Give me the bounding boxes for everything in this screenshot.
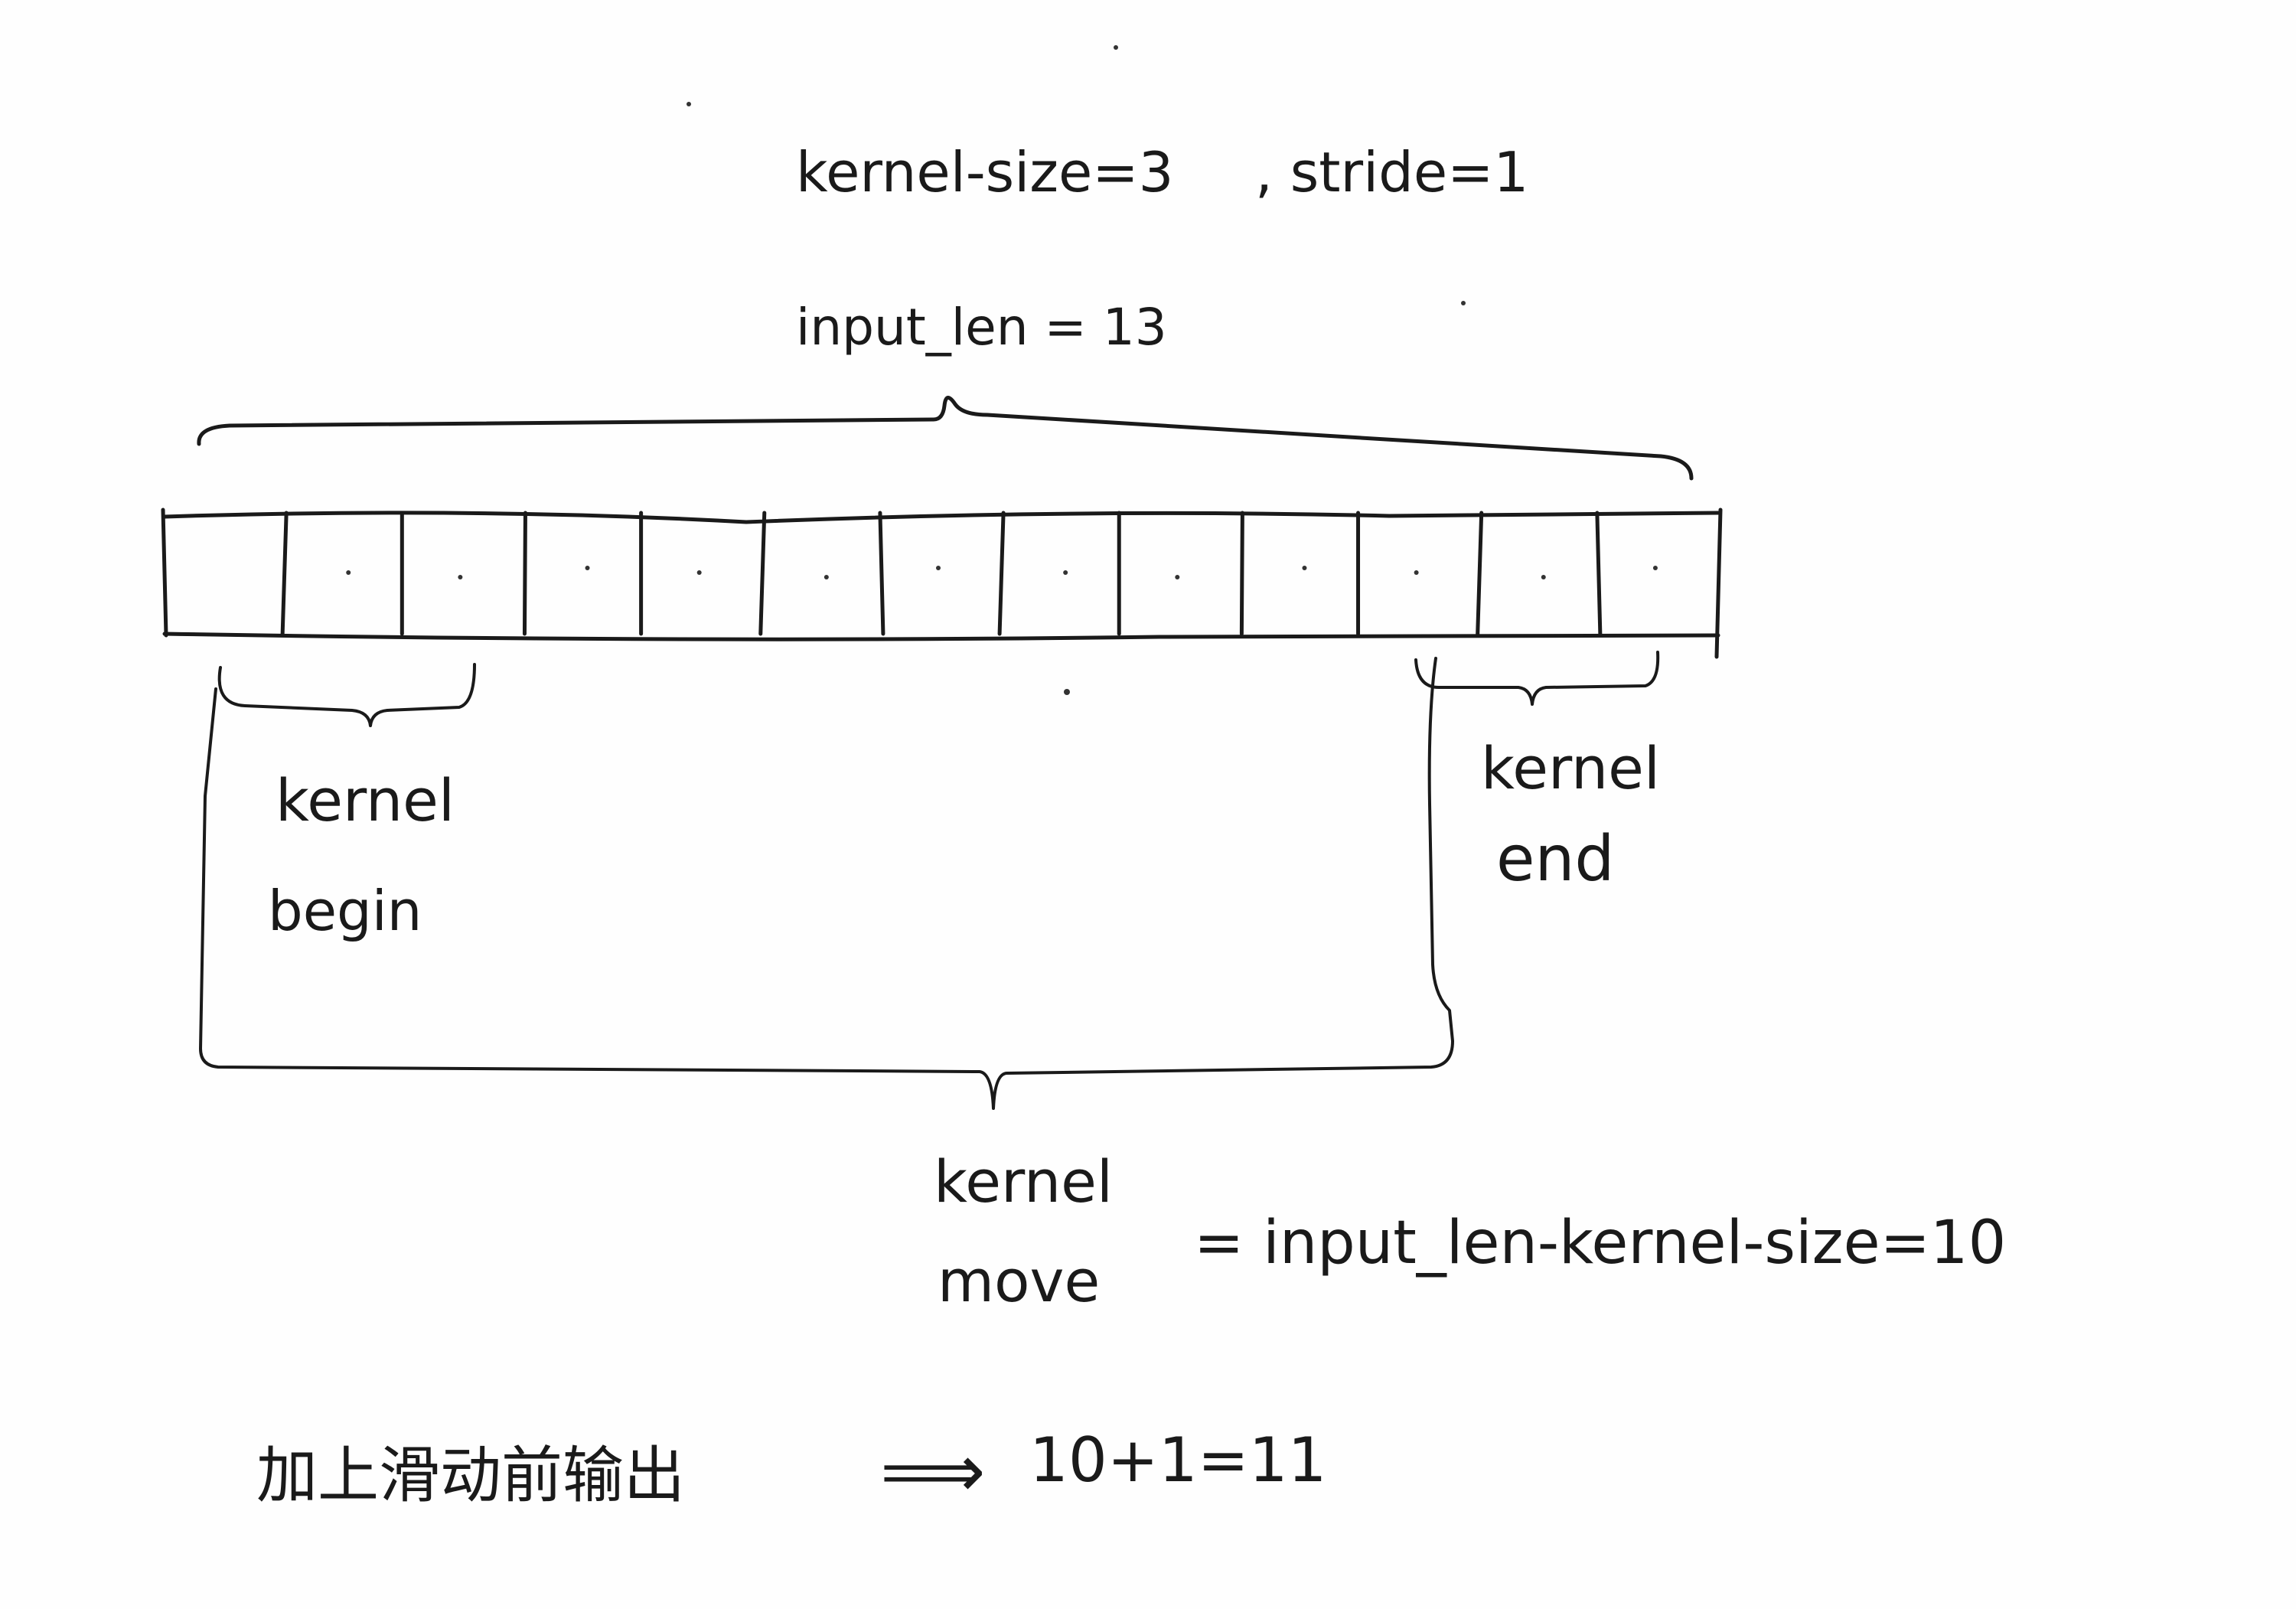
input-cell-divider <box>1239 511 1244 636</box>
kernel-begin-line2: begin <box>268 879 422 943</box>
input-cell-speck <box>1541 575 1546 579</box>
result-chinese-text: 加上滑动前输出 <box>256 1440 685 1511</box>
stride-label: , stride=1 <box>1255 140 1528 204</box>
input-strip-top-edge <box>162 511 1720 524</box>
input-cell-speck <box>1414 570 1419 575</box>
kernel-end-line1: kernel <box>1481 734 1660 802</box>
kernel-end-line2: end <box>1496 823 1614 896</box>
input-cell <box>886 519 996 628</box>
input-strip-bottom-edge <box>162 632 1720 641</box>
input-cell <box>289 519 399 628</box>
input-cell <box>169 519 279 628</box>
input-cell <box>1484 519 1594 628</box>
input-cell-divider <box>1595 511 1603 636</box>
input-cell-divider <box>161 508 168 638</box>
input-cell-divider <box>1714 508 1723 659</box>
input-cell-divider <box>997 511 1006 636</box>
kernel-move-line2: move <box>938 1247 1100 1315</box>
scan-speck <box>1461 301 1466 305</box>
result-equation: 10+1=11 <box>1029 1425 1327 1496</box>
input-cell <box>1006 519 1116 628</box>
input-cell-speck <box>1652 566 1658 570</box>
input-cell-speck <box>585 566 590 570</box>
result-arrow-icon: ⟹ <box>880 1428 986 1514</box>
kernel-size-label: kernel-size=3 <box>796 140 1173 204</box>
input-cell <box>1244 519 1355 628</box>
input-cell-speck <box>1175 575 1180 579</box>
kernel-begin-brace <box>217 663 476 727</box>
input-cell <box>527 519 638 628</box>
input-cell <box>647 519 758 628</box>
input-cell <box>408 519 518 628</box>
input-cell-divider <box>522 511 527 636</box>
input-cell-speck <box>1302 566 1307 570</box>
input-cell-divider <box>1476 511 1484 636</box>
input-cell-speck <box>936 566 941 570</box>
input-cell <box>1603 519 1714 628</box>
kernel-move-line1: kernel <box>934 1147 1113 1216</box>
input-cell-speck <box>1063 570 1068 575</box>
input-cell-speck <box>458 575 463 579</box>
input-cell <box>1125 519 1235 628</box>
scan-speck <box>687 102 691 106</box>
input-cell-speck <box>346 570 351 575</box>
kernel-move-equation: = input_len-kernel-size=10 <box>1194 1209 2006 1278</box>
input-cell-divider <box>758 511 767 636</box>
input-len-label: input_len = 13 <box>796 298 1167 357</box>
kernel-end-brace <box>1414 651 1660 706</box>
scan-speck <box>1064 689 1070 695</box>
input-cell <box>767 519 877 628</box>
input-cell-divider <box>878 511 885 636</box>
kernel-move-bracket <box>199 657 1454 1110</box>
input-cell-speck <box>696 570 702 575</box>
input-brace <box>197 396 1694 481</box>
input-cells <box>161 508 1723 659</box>
scan-speck <box>1114 45 1118 50</box>
kernel-begin-line1: kernel <box>276 766 455 834</box>
input-cell-speck <box>823 575 829 579</box>
input-cell-divider <box>280 511 289 636</box>
input-cell <box>1365 519 1475 628</box>
